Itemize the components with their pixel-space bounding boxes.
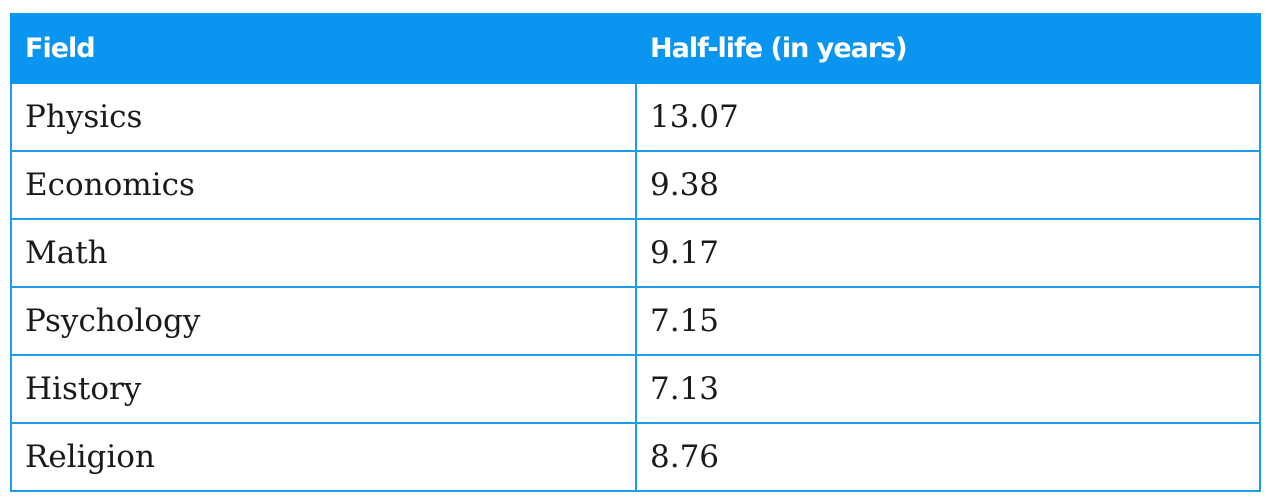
cell-field: Economics [10, 150, 637, 220]
cell-field: Psychology [10, 286, 637, 356]
table-row: Religion 8.76 [10, 422, 1261, 492]
header-field: Field [10, 13, 637, 84]
table-header-row: Field Half-life (in years) [10, 13, 1261, 84]
table-row: Economics 9.38 [10, 150, 1261, 220]
header-half-life: Half-life (in years) [635, 13, 1261, 84]
cell-half-life: 9.17 [635, 218, 1261, 288]
table-row: History 7.13 [10, 354, 1261, 424]
table-row: Math 9.17 [10, 218, 1261, 288]
cell-half-life: 9.38 [635, 150, 1261, 220]
table-row: Physics 13.07 [10, 82, 1261, 152]
cell-field: Physics [10, 82, 637, 152]
cell-field: Religion [10, 422, 637, 492]
half-life-table: Field Half-life (in years) Physics 13.07… [10, 13, 1261, 492]
cell-half-life: 7.13 [635, 354, 1261, 424]
cell-half-life: 13.07 [635, 82, 1261, 152]
cell-half-life: 7.15 [635, 286, 1261, 356]
table-row: Psychology 7.15 [10, 286, 1261, 356]
cell-field: Math [10, 218, 637, 288]
cell-field: History [10, 354, 637, 424]
cell-half-life: 8.76 [635, 422, 1261, 492]
